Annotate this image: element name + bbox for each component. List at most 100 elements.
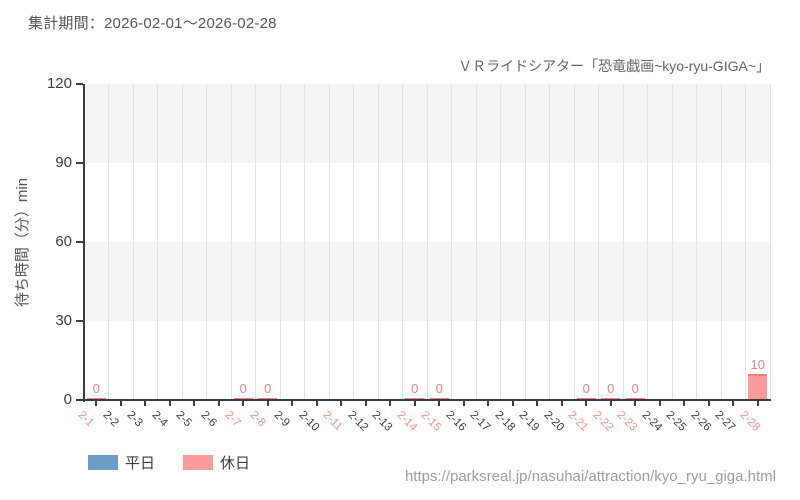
vertical-gridline: [230, 84, 232, 400]
x-axis-tick: [315, 400, 318, 406]
x-axis-tick: [340, 400, 343, 406]
vertical-gridline: [475, 84, 477, 400]
x-axis-tick: [364, 400, 367, 406]
vertical-gridline: [769, 84, 771, 400]
vertical-gridline: [108, 84, 109, 400]
y-axis-tick: [76, 399, 83, 401]
x-axis-tick-label: 2-14: [394, 409, 420, 434]
x-axis-tick: [119, 400, 122, 406]
vertical-gridline: [524, 84, 526, 400]
vertical-gridline: [255, 84, 256, 400]
legend-label-holiday: 休日: [220, 455, 251, 472]
x-axis-tick-label: 2-9: [271, 409, 293, 430]
vertical-gridline: [132, 84, 134, 400]
vertical-gridline: [402, 84, 403, 400]
legend-item-holiday[interactable]: 休日: [183, 452, 250, 473]
bar-value-label: 0: [92, 381, 100, 396]
x-axis-tick: [168, 400, 171, 406]
y-axis-tick-label: 90: [55, 154, 72, 171]
vertical-gridline: [622, 84, 624, 400]
x-axis-tick-label: 2-17: [467, 409, 493, 434]
holiday-color-swatch: [183, 455, 214, 470]
vertical-gridline: [181, 84, 183, 400]
x-axis-tick-label: 2-22: [590, 409, 616, 434]
x-axis-tick: [707, 400, 710, 406]
x-axis-tick: [634, 400, 637, 406]
x-axis-tick: [413, 400, 416, 406]
vertical-gridline: [328, 84, 330, 400]
x-axis-tick: [560, 400, 563, 406]
bar-value-label: 0: [264, 381, 272, 396]
x-axis-tick-label: 2-28: [737, 409, 763, 434]
legend-item-weekday[interactable]: 平日: [88, 452, 155, 473]
x-axis-tick: [144, 400, 147, 406]
x-axis-tick-label: 2-15: [418, 409, 444, 434]
vertical-gridline: [377, 84, 379, 400]
weekday-color-swatch: [88, 455, 118, 470]
y-axis-tick: [76, 241, 83, 243]
x-axis-tick: [389, 400, 392, 406]
y-axis-tick: [76, 162, 83, 164]
aggregation-period-title: 集計期間：2026-02-01～2026-02-28: [28, 15, 277, 32]
x-axis-tick: [242, 400, 245, 406]
x-axis-line: [83, 399, 771, 401]
vertical-gridline: [157, 84, 158, 400]
x-axis-tick-label: 2-6: [198, 409, 219, 430]
x-axis-tick-label: 2-25: [663, 409, 689, 434]
x-axis-tick-label: 2-20: [541, 409, 567, 434]
x-axis-tick: [585, 400, 588, 406]
plot-area: 0 30 60 90 120 2-1 2-2 2-3 2-4 2-5 2-6 2-7 2-8 2-9 2-1…: [47, 75, 771, 434]
x-axis-tick: [609, 400, 612, 406]
x-axis-tick-label: 2-16: [443, 409, 469, 434]
x-axis-tick: [732, 400, 735, 406]
x-axis-tick: [487, 400, 490, 406]
chart-legend: 平日 休日: [88, 452, 250, 473]
bar-value-label: 10: [750, 356, 765, 372]
vertical-gridline: [451, 84, 452, 400]
y-axis-tick: [76, 320, 83, 322]
x-axis-tick-label: 2-10: [296, 409, 322, 434]
x-axis-tick-label: 2-12: [345, 409, 371, 434]
y-axis-tick-label: 60: [55, 233, 72, 250]
x-axis-tick: [462, 400, 465, 406]
vertical-gridline: [500, 84, 501, 400]
bar-value-label: 0: [582, 381, 590, 396]
vertical-gridline: [206, 84, 207, 400]
vertical-gridline: [720, 84, 722, 400]
x-axis-tick-label: 2-21: [565, 409, 591, 434]
x-axis-tick: [438, 400, 441, 406]
x-axis-tick: [291, 400, 294, 406]
x-axis-tick-label: 2-13: [369, 409, 395, 434]
x-axis-tick-label: 2-18: [492, 409, 518, 434]
x-axis-tick-label: 2-1: [75, 409, 97, 430]
vertical-gridline: [426, 84, 428, 400]
vertical-gridline: [573, 84, 575, 400]
vertical-gridline: [745, 84, 746, 400]
x-axis-tick: [511, 400, 514, 406]
x-axis-tick-label: 2-2: [100, 409, 121, 430]
source-url: https://parksreal.jp/nasuhai/attraction/…: [404, 468, 776, 485]
y-axis-tick: [76, 83, 83, 85]
x-axis-tick-label: 2-7: [222, 409, 244, 430]
bar-value-label: 0: [435, 381, 443, 396]
bar-value-label: 0: [631, 381, 639, 396]
vertical-gridline: [549, 84, 550, 400]
bar-value-label: 0: [239, 381, 247, 396]
x-axis-tick: [95, 400, 98, 406]
y-axis-tick-label: 30: [55, 312, 72, 329]
x-axis-tick-label: 2-3: [124, 409, 146, 430]
y-axis-line: [83, 84, 85, 402]
x-axis-tick-label: 2-26: [688, 409, 714, 434]
y-axis-title: 待ち時間（分）min: [14, 177, 32, 307]
vertical-gridline: [598, 84, 599, 400]
bar-value-label: 0: [411, 381, 419, 396]
x-axis-tick-label: 2-8: [247, 409, 268, 430]
x-axis-tick: [756, 400, 759, 406]
x-axis-tick: [536, 400, 539, 406]
x-axis-tick-label: 2-23: [614, 409, 640, 434]
x-axis-tick: [266, 400, 269, 406]
legend-label-weekday: 平日: [125, 455, 156, 472]
y-axis-tick-label: 120: [46, 75, 72, 92]
vertical-gridline: [353, 84, 354, 400]
